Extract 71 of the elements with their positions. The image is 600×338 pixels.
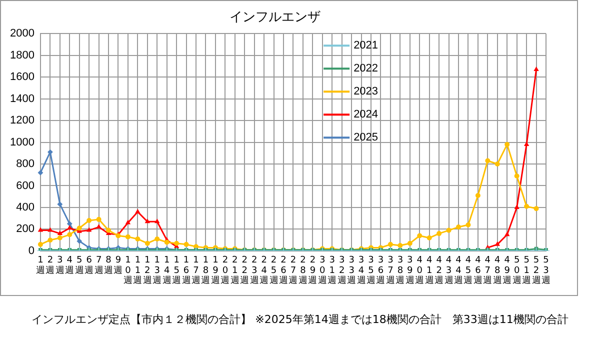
x-tick-label: 14週 <box>162 255 172 286</box>
x-tick-label: 29週 <box>308 255 318 286</box>
x-tick-label: 19週 <box>210 255 220 286</box>
x-tick-label: 15週 <box>172 255 182 286</box>
x-tick-label: 13週 <box>152 255 162 286</box>
x-tick-label: 11週 <box>133 255 142 286</box>
x-tick-label: 53週 <box>542 255 550 286</box>
x-tick-label: 4週 <box>65 255 74 276</box>
x-tick-label: 7週 <box>94 255 104 276</box>
y-tick-label: 400 <box>16 202 34 214</box>
x-tick-label: 21週 <box>230 255 240 286</box>
x-tick-label: 1週 <box>36 255 45 276</box>
y-tick-label: 2000 <box>10 28 34 40</box>
x-tick-label: 28週 <box>298 255 308 286</box>
x-tick-label: 20週 <box>220 255 230 286</box>
x-tick-label: 30週 <box>318 255 327 286</box>
chart-title: インフルエンザ <box>230 10 320 26</box>
x-tick-label: 22週 <box>240 255 250 286</box>
y-tick-label: 1400 <box>10 92 34 105</box>
x-tick-label: 34週 <box>356 255 366 286</box>
x-tick-label: 12週 <box>142 255 152 286</box>
legend-label: 2024 <box>354 108 378 121</box>
x-tick-label: 3週 <box>55 255 64 276</box>
x-tick-label: 37週 <box>386 255 395 286</box>
x-tick-label: 8週 <box>104 255 114 276</box>
x-tick-label: 49週 <box>502 255 512 286</box>
x-tick-label: 48週 <box>492 255 502 286</box>
text: インフルエンザ定点【市内１２機関の合計】 ※2025年第14週までは18機関の合計 第33週は11機関の合計 <box>30 312 570 327</box>
x-tick-label: 6週 <box>84 255 94 276</box>
y-tick-label: 800 <box>16 158 34 170</box>
x-tick-label: 51週 <box>522 255 532 286</box>
x-tick-label: 5週 <box>74 255 84 276</box>
x-tick-label: 44週 <box>454 255 464 286</box>
legend-label: 2022 <box>354 62 378 75</box>
x-tick-label: 10週 <box>123 255 132 286</box>
x-tick-label: 32週 <box>337 255 346 286</box>
x-tick-label: 47週 <box>483 255 492 286</box>
x-tick-label: 38週 <box>396 255 405 286</box>
x-tick-label: 40週 <box>415 255 424 286</box>
x-tick-label: 52週 <box>532 255 541 286</box>
x-tick-label: 46週 <box>473 255 482 286</box>
x-tick-label: 23週 <box>250 255 259 286</box>
x-tick-label: 26週 <box>279 255 288 286</box>
x-tick-label: 25週 <box>269 255 278 286</box>
x-tick-label: 33週 <box>347 255 356 286</box>
x-tick-label: 39週 <box>405 255 414 286</box>
x-tick-label: 36週 <box>376 255 386 286</box>
legend-label: 2023 <box>354 86 378 98</box>
x-tick-label: 18週 <box>201 255 210 286</box>
y-tick-label: 600 <box>16 180 34 192</box>
y-tick-label: 200 <box>16 223 34 236</box>
x-tick-label: 9週 <box>114 255 123 276</box>
x-tick-label: 43週 <box>444 255 454 286</box>
y-tick-label: 0 <box>28 244 34 257</box>
x-tick-label: 42週 <box>434 255 444 286</box>
x-tick-label: 50週 <box>512 255 522 286</box>
x-tick-label: 27週 <box>288 255 298 286</box>
y-tick-label: 1000 <box>10 136 34 148</box>
x-tick-label: 17週 <box>192 255 201 286</box>
x-tick-label: 2週 <box>46 255 55 276</box>
y-tick-label: 1200 <box>10 114 34 127</box>
x-tick-label: 35週 <box>366 255 376 286</box>
x-tick-label: 45週 <box>464 255 473 286</box>
x-tick-label: 24週 <box>260 255 269 286</box>
x-tick-label: 41週 <box>424 255 434 286</box>
x-tick-label: 16週 <box>182 255 191 286</box>
y-tick-label: 1600 <box>10 71 34 84</box>
legend-label: 2025 <box>354 132 378 144</box>
y-tick-label: 1800 <box>10 49 34 62</box>
legend-label: 2021 <box>354 40 378 52</box>
x-tick-label: 31週 <box>328 255 337 286</box>
